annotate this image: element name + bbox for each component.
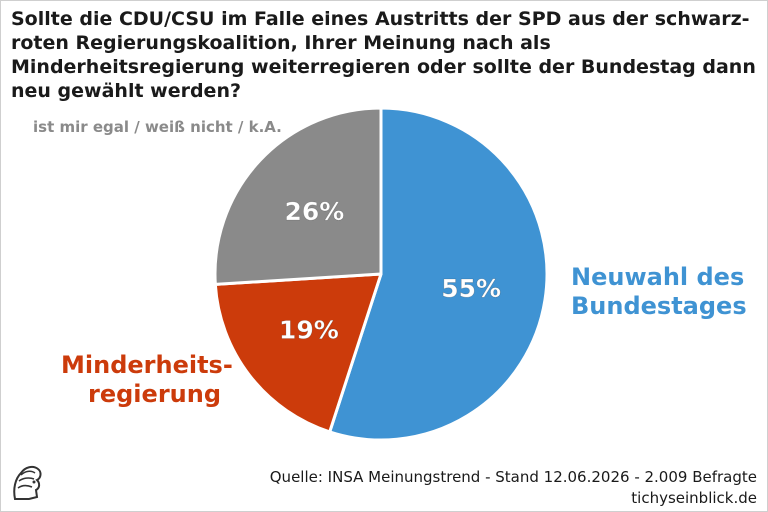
source-line: Quelle: INSA Meinungstrend - Stand 12.06… [269, 468, 757, 486]
website-line: tichyseinblick.de [631, 489, 757, 507]
legend-label-neuwahl-line1: Neuwahl des [571, 263, 745, 291]
pie-value-label-2: 26% [285, 197, 345, 226]
legend-label-minderheit-line1: Minderheits- [61, 351, 233, 379]
pie-value-label-0: 55% [441, 274, 501, 303]
legend-label-minderheit-line2: regierung [88, 380, 221, 408]
legend-label-neuwahl: Neuwahl des Bundestages [571, 263, 751, 321]
legend-label-other: ist mir egal / weiß nicht / k.A. [33, 118, 282, 136]
pie-slice-1 [213, 272, 383, 434]
legend-label-neuwahl-line2: Bundestages [571, 292, 747, 320]
legend-label-minderheit: Minderheits- regierung [61, 351, 233, 409]
chart-title: Sollte die CDU/CSU im Falle eines Austri… [11, 8, 756, 102]
pie-slice-2 [213, 106, 383, 286]
source-note: Quelle: INSA Meinungstrend - Stand 12.06… [270, 467, 757, 509]
publisher-logo-icon [13, 465, 42, 500]
pie-slice-0 [328, 106, 549, 442]
pie-value-label-1: 19% [279, 315, 339, 344]
